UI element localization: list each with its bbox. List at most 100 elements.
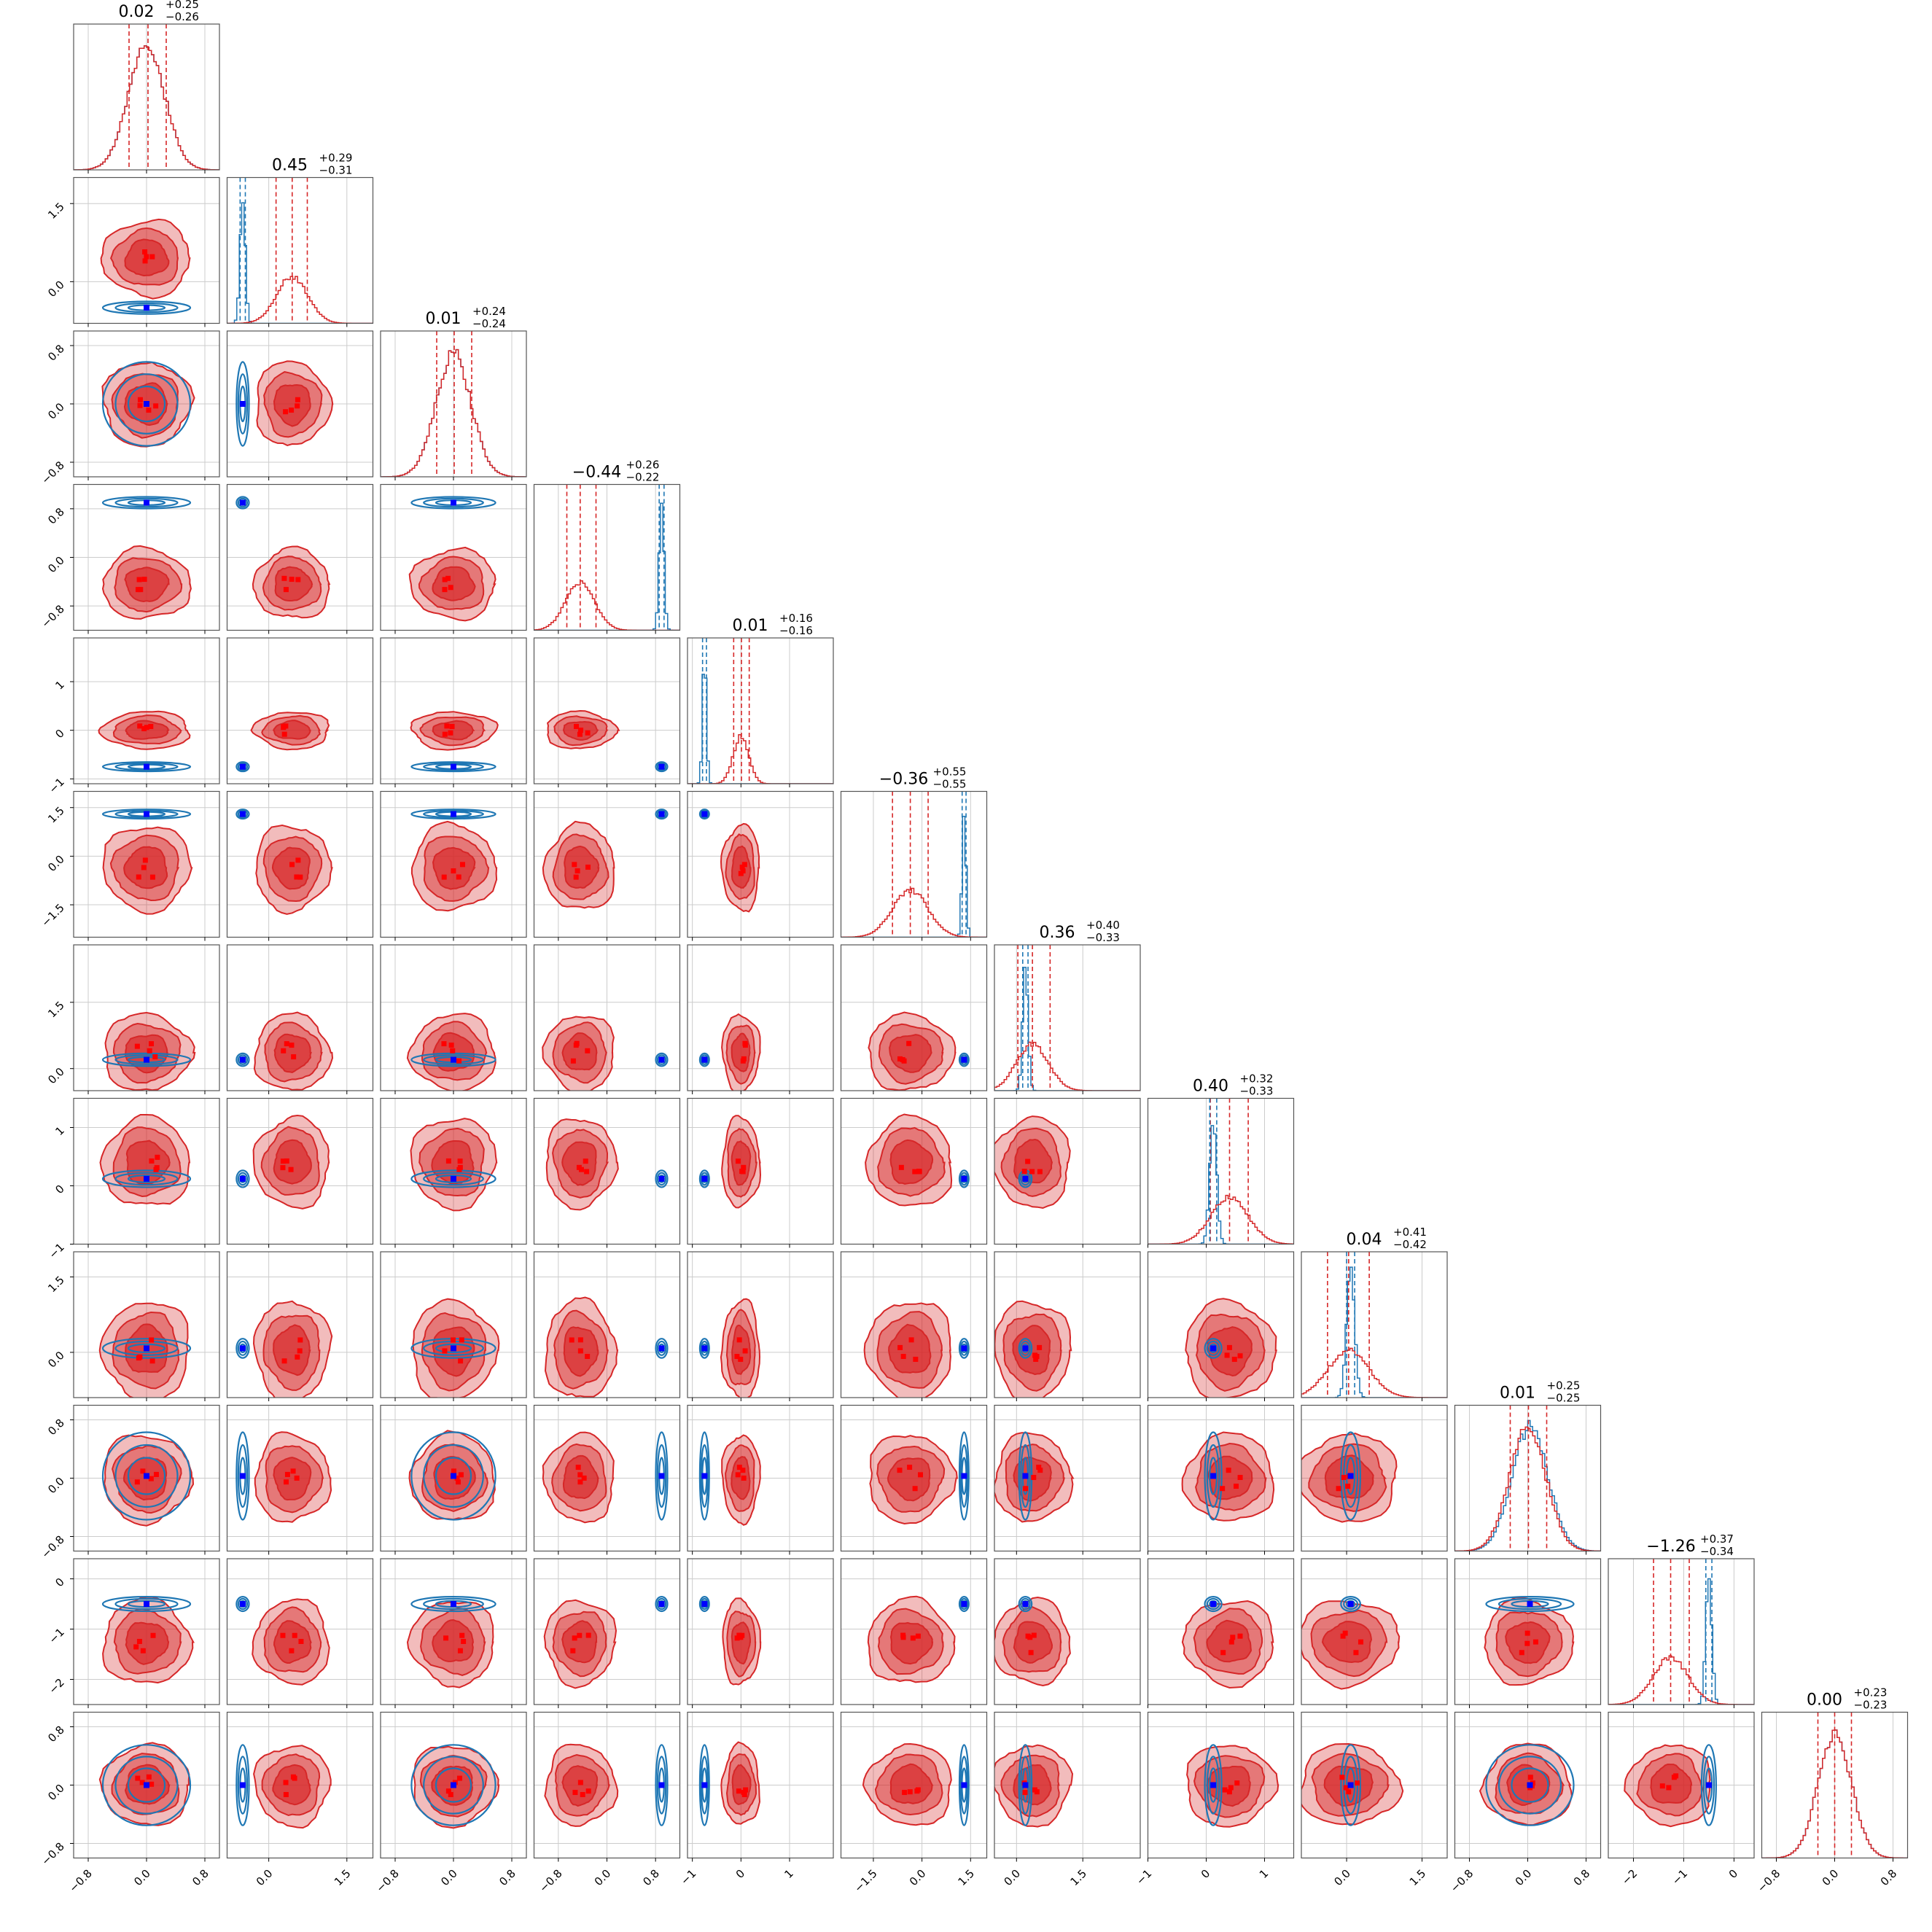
posterior-contour <box>432 720 475 741</box>
truth-marker <box>701 811 708 817</box>
reference-contour <box>114 1054 179 1065</box>
posterior-marker <box>736 1788 741 1794</box>
posterior-marker <box>139 1780 145 1785</box>
reference-contour <box>101 1744 192 1826</box>
truth-marker <box>451 763 456 770</box>
posterior-marker <box>149 1337 155 1343</box>
panel-9-6 <box>994 1404 1141 1555</box>
truth-marker <box>144 763 149 770</box>
posterior-marker <box>288 1166 294 1172</box>
panel-frame <box>1147 1404 1295 1552</box>
posterior-marker <box>1527 1775 1533 1780</box>
panel-8-4 <box>687 1251 834 1401</box>
posterior-marker <box>741 862 747 868</box>
reference-contour <box>114 302 179 313</box>
title-minus: −0.24 <box>472 317 506 330</box>
posterior-marker <box>1033 1356 1039 1362</box>
panel-title-1: 0.45 +0.29−0.31 <box>272 152 352 177</box>
posterior-marker <box>917 1472 923 1478</box>
reference-contour <box>959 1756 969 1815</box>
title-value: 0.01 <box>1500 1384 1535 1403</box>
posterior-marker <box>137 723 143 729</box>
panel-frame <box>1147 1251 1295 1398</box>
x-tick-label: 0 <box>1199 1867 1212 1881</box>
reference-contour <box>1204 1596 1223 1613</box>
title-minus: −0.16 <box>779 624 813 637</box>
posterior-histogram <box>1148 1194 1294 1244</box>
posterior-marker <box>289 1648 295 1654</box>
posterior-marker <box>584 1169 590 1175</box>
truth-marker <box>961 1175 967 1182</box>
posterior-marker <box>738 870 744 876</box>
posterior-marker <box>149 1781 155 1787</box>
panel-9-0: −0.8 0.0 0.8 <box>39 1404 220 1561</box>
reference-contour <box>423 1597 484 1610</box>
panel-11-7: −1 0 1 <box>1134 1711 1295 1888</box>
title-value: 0.02 <box>119 3 155 21</box>
posterior-marker <box>1532 1639 1538 1645</box>
reference-contour <box>958 1169 970 1188</box>
posterior-marker <box>1031 1632 1037 1638</box>
title-plus: +0.25 <box>165 0 199 11</box>
posterior-marker <box>740 868 746 874</box>
reference-contour <box>698 1169 710 1188</box>
truth-marker <box>1022 1175 1029 1182</box>
posterior-marker <box>570 1058 576 1064</box>
truth-marker <box>1022 1782 1029 1788</box>
truth-marker <box>239 1601 246 1608</box>
panel-5-0: −1.5 0.0 1.5 <box>39 790 220 941</box>
posterior-marker <box>133 1644 139 1650</box>
reference-contour <box>700 1597 709 1610</box>
panel-5-4 <box>687 790 834 941</box>
posterior-contour <box>273 1033 312 1073</box>
posterior-marker <box>135 1775 141 1781</box>
truth-marker <box>144 401 149 407</box>
title-minus: −0.25 <box>1547 1392 1581 1405</box>
panel-11-5: −1.5 0.0 1.5 <box>840 1711 988 1895</box>
reference-contour <box>237 1054 249 1065</box>
truth-marker <box>144 1473 149 1479</box>
reference-contour <box>698 1596 710 1613</box>
x-tick-label: −2 <box>1619 1867 1640 1888</box>
posterior-marker <box>442 577 448 583</box>
x-tick-label: −1.5 <box>852 1867 879 1895</box>
panel-frame <box>840 1097 988 1245</box>
reference-contour <box>1340 1596 1361 1613</box>
panel-10-9 <box>1454 1558 1602 1708</box>
posterior-contour <box>273 383 311 427</box>
posterior-marker <box>1036 1465 1042 1471</box>
panel-3-1 <box>226 483 374 634</box>
panel-frame <box>994 1251 1141 1398</box>
x-tick-label: 0.0 <box>1331 1867 1353 1889</box>
reference-contour <box>237 1597 249 1610</box>
reference-contour <box>127 385 166 423</box>
reference-contour <box>700 1340 709 1356</box>
posterior-marker <box>448 730 453 736</box>
panel-2-1 <box>226 330 374 480</box>
y-tick-label: 1 <box>52 1124 66 1138</box>
reference-contour <box>423 1172 484 1186</box>
reference-contour <box>656 1054 667 1065</box>
reference-contour <box>435 1343 472 1354</box>
posterior-marker <box>900 1354 906 1360</box>
posterior-marker <box>297 1348 303 1354</box>
posterior-marker <box>576 1164 582 1170</box>
reference-contour <box>114 1172 179 1186</box>
posterior-marker <box>459 1337 464 1343</box>
panel-9-3 <box>533 1404 681 1555</box>
panel-2-0: −0.8 0.0 0.8 <box>39 330 220 487</box>
x-tick-label: 0.0 <box>254 1867 276 1889</box>
title-minus: −0.42 <box>1393 1238 1427 1251</box>
posterior-marker <box>146 1774 152 1780</box>
posterior-histogram <box>841 887 987 938</box>
posterior-marker <box>907 1465 913 1471</box>
posterior-marker <box>281 723 287 729</box>
posterior-marker <box>283 409 289 415</box>
posterior-marker <box>450 1337 456 1343</box>
truth-marker <box>144 1056 149 1063</box>
posterior-marker <box>906 1040 912 1046</box>
reference-contour <box>410 1596 496 1613</box>
posterior-marker <box>455 1479 461 1485</box>
reference-contour <box>101 361 192 447</box>
posterior-marker <box>577 1479 583 1485</box>
